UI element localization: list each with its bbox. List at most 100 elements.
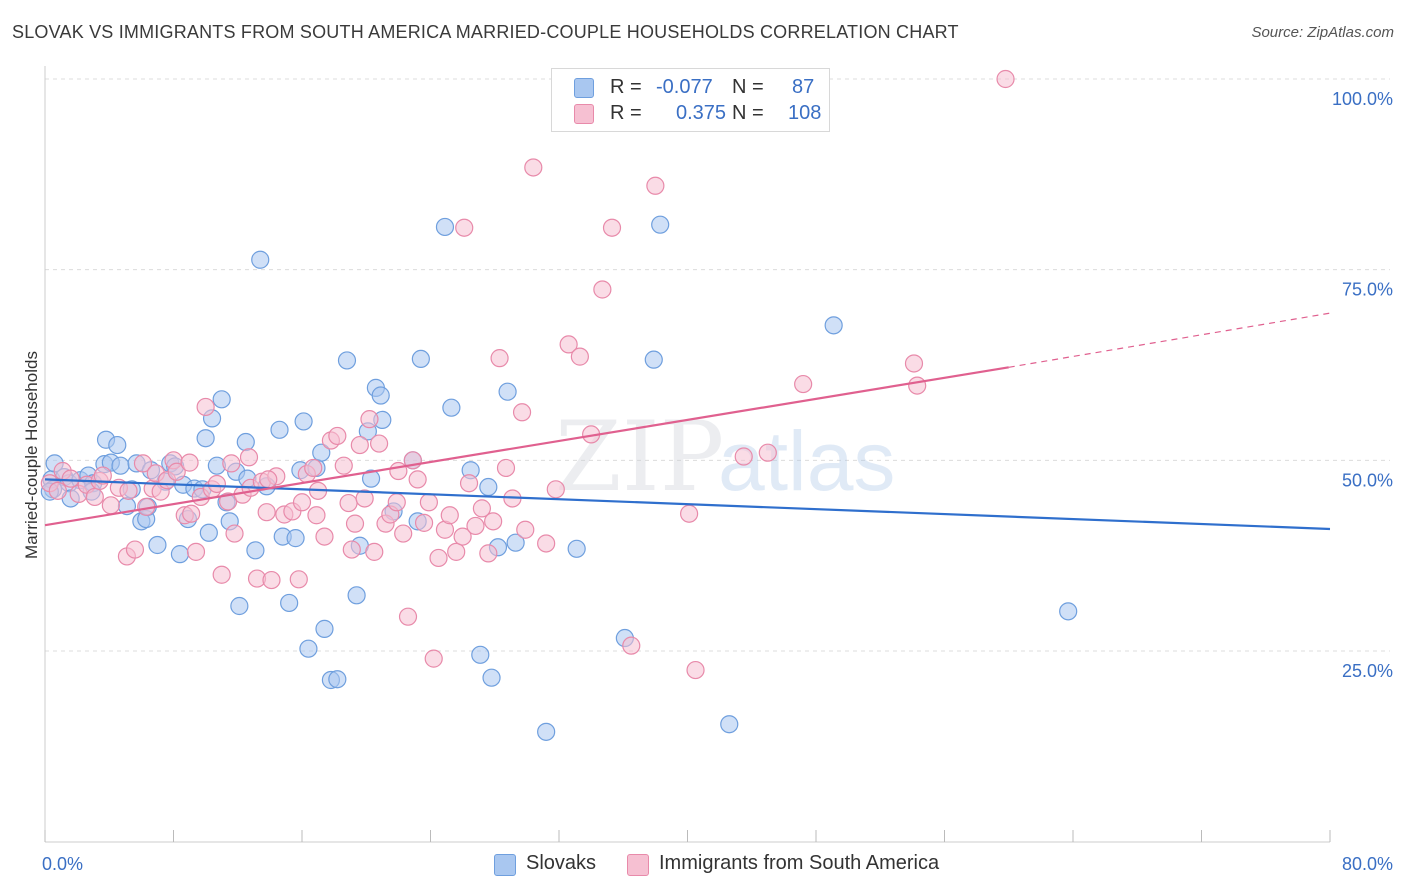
data-point-slovaks xyxy=(361,469,381,488)
data-point-slovaks xyxy=(720,715,739,734)
data-point-slovaks xyxy=(230,596,249,616)
data-point-slovaks xyxy=(506,533,525,552)
data-point-immigrants xyxy=(360,410,379,429)
data-point-immigrants xyxy=(904,354,924,373)
data-points xyxy=(40,69,1078,741)
data-point-immigrants xyxy=(262,570,281,590)
data-point-immigrants xyxy=(734,447,753,466)
data-point-slovaks xyxy=(170,545,190,564)
data-point-immigrants xyxy=(387,493,406,512)
data-point-immigrants xyxy=(516,520,535,539)
y-tick-label: 50.0% xyxy=(1342,470,1393,490)
data-point-immigrants xyxy=(996,69,1015,89)
y-axis-label: Married-couple Households xyxy=(22,351,41,559)
data-point-immigrants xyxy=(133,454,153,473)
data-point-immigrants xyxy=(484,512,503,531)
data-point-immigrants xyxy=(334,456,353,475)
data-point-immigrants xyxy=(207,474,226,494)
data-point-slovaks xyxy=(196,429,215,448)
data-point-immigrants xyxy=(125,540,145,559)
data-point-slovaks xyxy=(537,722,556,741)
data-point-immigrants xyxy=(447,542,466,561)
data-point-immigrants xyxy=(339,493,358,513)
data-point-immigrants xyxy=(93,466,112,485)
x-tick-label: 80.0% xyxy=(1342,854,1393,874)
data-point-immigrants xyxy=(180,453,199,472)
data-point-slovaks xyxy=(479,477,498,497)
data-point-immigrants xyxy=(182,504,201,523)
data-point-immigrants xyxy=(186,542,206,561)
legend-n-label: N = xyxy=(732,102,764,124)
data-point-immigrants xyxy=(440,506,459,525)
bottom-legend-label: Immigrants from South America xyxy=(659,852,940,874)
data-point-immigrants xyxy=(546,480,565,499)
data-point-immigrants xyxy=(490,349,509,368)
chart-source: Source: ZipAtlas.com xyxy=(1251,24,1394,41)
data-point-slovaks xyxy=(411,349,430,368)
data-point-immigrants xyxy=(101,496,120,515)
data-point-slovaks xyxy=(315,619,334,638)
data-point-immigrants xyxy=(453,527,472,546)
data-point-immigrants xyxy=(908,376,927,395)
data-point-immigrants xyxy=(408,470,427,489)
data-point-immigrants xyxy=(289,570,308,589)
data-point-immigrants xyxy=(680,504,699,523)
y-tick-label: 100.0% xyxy=(1332,89,1393,109)
data-point-immigrants xyxy=(622,636,641,655)
trend-line-extension xyxy=(1008,312,1331,368)
data-point-immigrants xyxy=(559,335,578,354)
trend-line-immigrants xyxy=(44,366,1009,527)
legend-r-label: R = xyxy=(610,76,642,98)
data-point-slovaks xyxy=(435,217,455,237)
data-point-slovaks xyxy=(328,670,347,689)
data-point-immigrants xyxy=(167,462,186,481)
data-point-immigrants xyxy=(212,565,231,584)
data-point-immigrants xyxy=(257,503,276,522)
data-point-immigrants xyxy=(85,487,104,507)
data-point-immigrants xyxy=(496,458,516,478)
legend-n-value: 87 xyxy=(792,76,815,98)
data-point-slovaks xyxy=(108,435,127,455)
data-point-slovaks xyxy=(498,382,517,401)
data-point-slovaks xyxy=(280,593,299,613)
data-point-immigrants xyxy=(455,218,474,237)
data-point-immigrants xyxy=(48,481,67,500)
data-point-immigrants xyxy=(466,516,485,536)
data-point-slovaks xyxy=(111,456,130,475)
data-point-immigrants xyxy=(414,513,434,532)
data-point-slovaks xyxy=(312,443,331,462)
trend-line-slovaks xyxy=(44,478,1331,531)
y-tick-label: 75.0% xyxy=(1342,280,1393,300)
stats-legend: R = -0.077 N = 87 R = 0.375 N = 108 xyxy=(551,68,830,132)
legend-n-value: 108 xyxy=(788,102,822,124)
data-point-immigrants xyxy=(570,347,589,366)
y-tick-label: 25.0% xyxy=(1342,661,1393,681)
data-point-immigrants xyxy=(292,493,312,512)
data-point-immigrants xyxy=(61,469,80,488)
data-point-immigrants xyxy=(304,458,323,478)
data-point-immigrants xyxy=(196,397,215,417)
data-point-slovaks xyxy=(471,645,490,664)
bottom-legend-label: Slovaks xyxy=(526,852,597,874)
data-point-slovaks xyxy=(286,529,305,548)
data-point-immigrants xyxy=(119,481,138,500)
legend-swatch-immigrants xyxy=(574,104,594,124)
data-point-slovaks xyxy=(199,523,218,542)
data-point-immigrants xyxy=(345,514,365,533)
data-point-immigrants xyxy=(394,524,413,543)
data-point-slovaks xyxy=(337,351,357,370)
chart-title: SLOVAK VS IMMIGRANTS FROM SOUTH AMERICA … xyxy=(12,22,959,42)
data-point-immigrants xyxy=(646,176,665,195)
watermark-zip: ZIP xyxy=(555,401,724,513)
data-point-slovaks xyxy=(651,215,670,234)
data-point-immigrants xyxy=(593,280,612,299)
data-point-slovaks xyxy=(347,586,366,605)
data-point-immigrants xyxy=(398,607,418,626)
data-point-slovaks xyxy=(236,432,255,452)
data-point-slovaks xyxy=(482,668,501,687)
data-point-immigrants xyxy=(307,506,326,525)
data-point-immigrants xyxy=(794,374,813,394)
data-point-immigrants xyxy=(350,435,369,455)
data-point-slovaks xyxy=(299,639,318,658)
